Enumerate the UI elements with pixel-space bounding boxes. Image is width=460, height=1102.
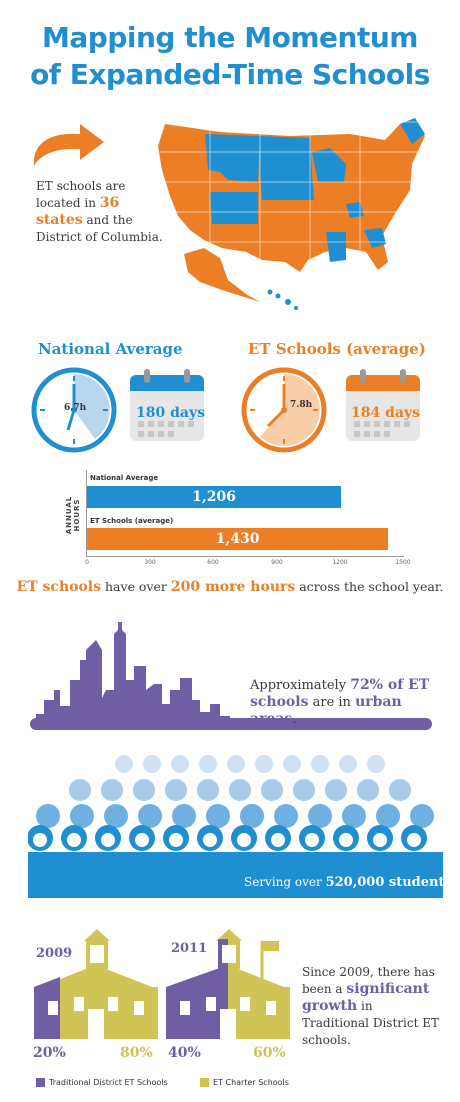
et-clock-icon [241, 367, 327, 453]
hours-statement-prefix: ET schools [16, 579, 102, 595]
hours-statement-middle: have over [105, 579, 167, 594]
growth-highlight: significant growth [302, 981, 430, 1014]
bar-chart-ylabel: ANNUAL HOURS [65, 495, 81, 535]
urban-highlight-share: 72% of ET schools [250, 677, 430, 710]
national-calendar-icon [130, 369, 204, 441]
year-2011: 2011 [171, 941, 208, 956]
national-hours-label: 6.7h [64, 403, 87, 413]
et-hours-label: 7.8h [290, 400, 313, 410]
bar-value-et: 1,430 [215, 531, 260, 547]
schoolhouse-2011-icon [166, 929, 290, 1039]
legend-swatch-traditional [36, 1078, 45, 1087]
students-statement: Serving over 520,000 students. [244, 875, 456, 890]
urban-middle: are in [312, 695, 351, 710]
students-suffix: . [451, 875, 456, 889]
legend-swatch-charter [200, 1078, 209, 1087]
national-days-label: 180 days [136, 405, 205, 421]
hours-statement-suffix: across the school year. [299, 579, 444, 594]
bar-et: 1,430 [87, 528, 389, 550]
hours-statement-highlight: 200 more hours [170, 579, 296, 595]
bar-national: 1,206 [87, 486, 342, 508]
urban-suffix: . [292, 712, 297, 727]
et-days-label: 184 days [351, 405, 420, 421]
national-clock-icon [31, 367, 117, 453]
pct-2011-traditional: 40% [168, 1045, 201, 1061]
national-average-header: National Average [38, 340, 183, 358]
title-line-2: of Expanded-Time Schools [30, 58, 430, 91]
map-caption-prefix: ET schools are located in [36, 179, 126, 210]
bar-label-national: National Average [90, 474, 159, 482]
students-prefix: Serving over [244, 875, 322, 889]
map-caption: ET schools are located in 36 states and … [36, 178, 166, 246]
urban-statement: Approximately 72% of ET schools are in u… [250, 677, 440, 728]
tick-1200: 1200 [332, 559, 348, 566]
tick-1500: 1500 [395, 559, 411, 566]
students-banner [28, 852, 443, 898]
title-line-1: Mapping the Momentum [42, 21, 418, 54]
map-caption-suffix: and the District of Columbia. [36, 213, 163, 244]
legend-label-charter: ET Charter Schools [213, 1078, 289, 1087]
growth-prefix: Since 2009, there has been a [302, 965, 435, 996]
year-2009: 2009 [36, 946, 73, 961]
legend-label-traditional: Traditional District ET Schools [49, 1078, 168, 1087]
city-skyline-icon [30, 622, 432, 730]
tick-900: 900 [271, 559, 283, 566]
tick-300: 300 [144, 559, 156, 566]
schoolhouse-2009-icon [34, 929, 158, 1039]
students-highlight: 520,000 students [325, 875, 452, 890]
map-caption-highlight: 36 states [36, 195, 120, 228]
pct-2011-charter: 60% [253, 1045, 286, 1061]
growth-suffix: in Traditional District ET schools. [302, 999, 439, 1047]
tick-600: 600 [207, 559, 219, 566]
us-map [158, 118, 435, 310]
bar-value-national: 1,206 [192, 489, 236, 505]
et-average-header: ET Schools (average) [248, 340, 426, 358]
bar-label-et: ET Schools (average) [90, 517, 174, 525]
growth-statement: Since 2009, there has been a significant… [302, 964, 442, 1049]
hours-statement: ET schools have over 200 more hours acro… [0, 579, 460, 595]
bar-chart-baseline [86, 556, 404, 557]
pct-2009-charter: 80% [120, 1045, 153, 1061]
students-crowd-icon [28, 755, 434, 851]
pct-2009-traditional: 20% [33, 1045, 66, 1061]
bar-chart-ylabel-box: ANNUAL HOURS [63, 475, 83, 555]
bar-chart-axis [86, 470, 87, 556]
urban-highlight-areas: urban areas [250, 694, 402, 727]
tick-0: 0 [85, 559, 89, 566]
et-calendar-icon [346, 369, 420, 441]
curved-arrow-icon [33, 124, 105, 166]
urban-prefix: Approximately [250, 678, 347, 693]
